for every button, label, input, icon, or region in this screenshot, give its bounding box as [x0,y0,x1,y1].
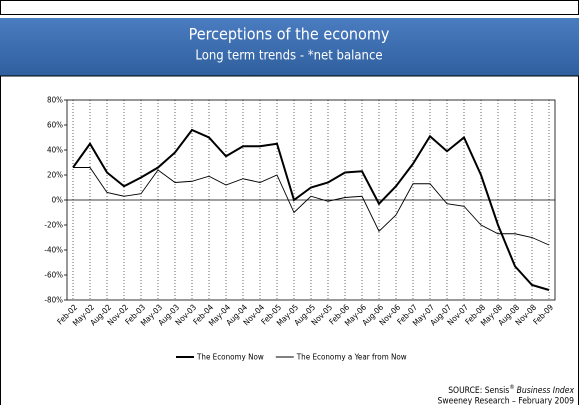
y-tick-label: 0% [52,196,64,205]
y-tick-label: -40% [44,246,63,255]
series-line [73,167,550,246]
series-line [72,128,550,291]
y-tick-label: -60% [44,271,63,280]
chart-subtitle: Long term trends - *net balance [195,49,382,64]
source-line: SOURCE: Sensis® Business Index [448,384,574,396]
source-mark: ® [509,384,514,391]
header-band [0,18,579,76]
legend-label: The Economy Now [196,353,264,362]
y-tick-label: 20% [47,171,63,180]
chart-panel [0,75,579,405]
y-tick-label: 40% [47,146,63,155]
y-tick-label: 80% [47,96,63,105]
legend-label: The Economy a Year from Now [296,353,407,362]
chart-title: Perceptions of the economy [189,25,390,44]
source-line2: Sweeney Research – February 2009 [438,397,575,405]
source-prefix: SOURCE: Sensis [448,386,509,396]
source-name: Business Index [517,386,575,396]
top-strip [0,0,579,15]
y-tick-label: -20% [44,221,63,230]
y-tick-label: -80% [44,296,63,305]
y-tick-label: 60% [47,121,63,130]
